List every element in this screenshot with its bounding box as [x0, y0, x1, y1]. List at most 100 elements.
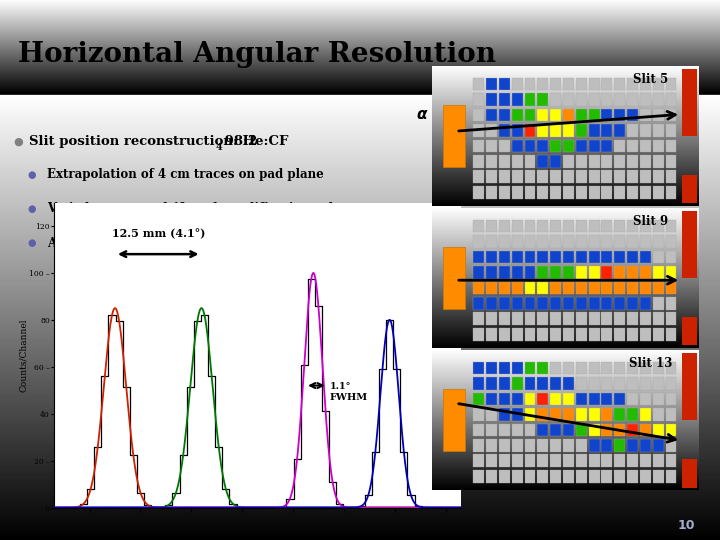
- Bar: [525, 220, 536, 232]
- Bar: [614, 281, 625, 294]
- Bar: [563, 439, 574, 451]
- Bar: [550, 171, 561, 183]
- Bar: [627, 423, 638, 436]
- Bar: [576, 313, 587, 325]
- Bar: [640, 439, 651, 451]
- Bar: [627, 362, 638, 375]
- Bar: [525, 124, 536, 137]
- Bar: [589, 408, 600, 421]
- Text: Varied pressure, drift and amplification voltages: Varied pressure, drift and amplification…: [47, 202, 369, 215]
- Bar: [665, 377, 677, 390]
- Bar: [473, 281, 484, 294]
- Bar: [640, 408, 651, 421]
- Bar: [627, 124, 638, 137]
- Bar: [563, 408, 574, 421]
- Bar: [486, 297, 497, 309]
- Bar: [486, 124, 497, 137]
- Y-axis label: Counts/Channel: Counts/Channel: [19, 318, 27, 392]
- Bar: [473, 93, 484, 106]
- Bar: [640, 455, 651, 467]
- Bar: [665, 439, 677, 451]
- Bar: [525, 362, 536, 375]
- Bar: [537, 78, 549, 90]
- Bar: [525, 377, 536, 390]
- Bar: [486, 93, 497, 106]
- Bar: [665, 423, 677, 436]
- Bar: [601, 78, 613, 90]
- Bar: [653, 423, 664, 436]
- Bar: [627, 297, 638, 309]
- Bar: [525, 470, 536, 483]
- Bar: [665, 328, 677, 341]
- Bar: [627, 266, 638, 279]
- Bar: [512, 470, 523, 483]
- Bar: [525, 93, 536, 106]
- Bar: [640, 297, 651, 309]
- Bar: [512, 423, 523, 436]
- Bar: [576, 186, 587, 199]
- Bar: [614, 423, 625, 436]
- Bar: [614, 328, 625, 341]
- Bar: [550, 251, 561, 264]
- Text: 10: 10: [678, 519, 695, 532]
- Bar: [627, 139, 638, 152]
- Bar: [563, 124, 574, 137]
- Bar: [627, 470, 638, 483]
- Text: ●: ●: [27, 204, 36, 214]
- Bar: [486, 266, 497, 279]
- Bar: [589, 139, 600, 152]
- Bar: [486, 155, 497, 167]
- Bar: [601, 251, 613, 264]
- Bar: [537, 186, 549, 199]
- Bar: [563, 297, 574, 309]
- Bar: [653, 393, 664, 406]
- Bar: [601, 439, 613, 451]
- Bar: [473, 235, 484, 248]
- Bar: [601, 455, 613, 467]
- Bar: [486, 171, 497, 183]
- Bar: [563, 220, 574, 232]
- Bar: [550, 377, 561, 390]
- Bar: [550, 423, 561, 436]
- Bar: [550, 235, 561, 248]
- Bar: [601, 470, 613, 483]
- Bar: [589, 281, 600, 294]
- Bar: [683, 353, 697, 420]
- Bar: [614, 455, 625, 467]
- Bar: [550, 93, 561, 106]
- Bar: [512, 220, 523, 232]
- Bar: [601, 297, 613, 309]
- Bar: [563, 423, 574, 436]
- Bar: [576, 124, 587, 137]
- Bar: [653, 155, 664, 167]
- Bar: [627, 235, 638, 248]
- Bar: [537, 470, 549, 483]
- Bar: [499, 393, 510, 406]
- Bar: [499, 251, 510, 264]
- Text: ●: ●: [13, 136, 23, 146]
- Bar: [550, 328, 561, 341]
- Bar: [512, 439, 523, 451]
- Bar: [563, 313, 574, 325]
- Bar: [576, 377, 587, 390]
- Bar: [563, 171, 574, 183]
- Bar: [499, 93, 510, 106]
- Bar: [550, 266, 561, 279]
- Bar: [614, 470, 625, 483]
- Bar: [512, 393, 523, 406]
- Bar: [653, 281, 664, 294]
- Bar: [499, 455, 510, 467]
- Bar: [576, 393, 587, 406]
- Bar: [499, 313, 510, 325]
- Bar: [640, 328, 651, 341]
- Bar: [537, 251, 549, 264]
- Bar: [525, 439, 536, 451]
- Bar: [576, 155, 587, 167]
- Bar: [473, 423, 484, 436]
- Bar: [512, 235, 523, 248]
- Bar: [473, 78, 484, 90]
- Bar: [486, 408, 497, 421]
- Bar: [525, 235, 536, 248]
- Bar: [601, 313, 613, 325]
- Bar: [473, 124, 484, 137]
